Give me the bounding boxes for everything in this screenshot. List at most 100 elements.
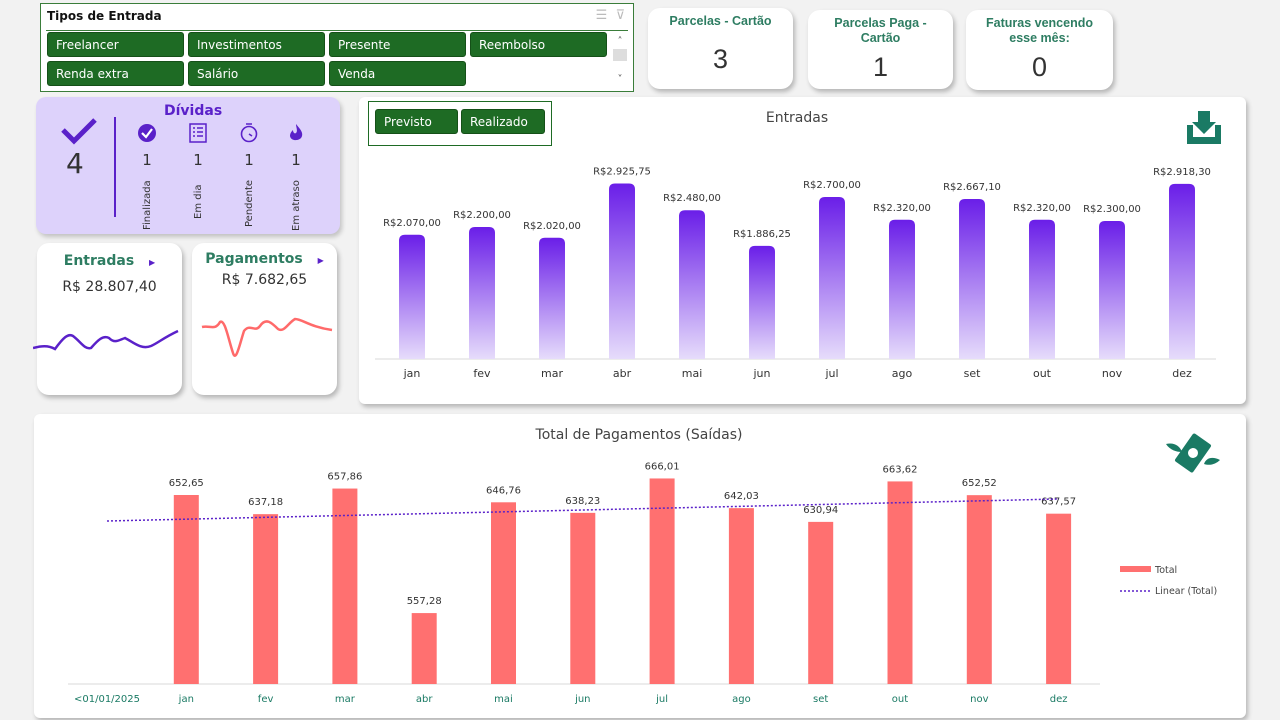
- tick-label: <01/01/2025: [74, 694, 140, 705]
- dividas-pendente: 1 Pendente: [234, 123, 264, 227]
- bar-nov: [966, 495, 992, 684]
- data-label: R$2.480,00: [663, 193, 721, 204]
- stopwatch-icon: [240, 123, 258, 143]
- entradas-card-amount: R$ 28.807,40: [62, 279, 157, 295]
- tick-label: set: [964, 367, 981, 380]
- data-label: 638,23: [565, 496, 600, 507]
- tick-label: fev: [258, 694, 274, 705]
- play-arrow-icon[interactable]: ▶: [317, 256, 324, 265]
- value: 1: [193, 151, 203, 169]
- multi-select-icon[interactable]: ☰: [595, 8, 608, 23]
- bar-set: [959, 198, 985, 359]
- bar-jan: [399, 234, 425, 359]
- bar-mar: [332, 488, 358, 684]
- data-label: R$2.200,00: [453, 210, 511, 221]
- legend-swatch-total: [1120, 566, 1151, 572]
- entradas-chart-panel: [359, 97, 1246, 404]
- data-label: R$2.700,00: [803, 180, 861, 191]
- data-label: 657,86: [327, 472, 362, 483]
- tick-label: jun: [574, 694, 590, 705]
- bar-jul: [649, 478, 675, 684]
- toggle-realizado[interactable]: Realizado: [461, 109, 545, 134]
- check-circle-icon: [138, 124, 156, 142]
- tick-label: mar: [335, 694, 356, 705]
- slicer-item-renda-extra[interactable]: Renda extra: [47, 61, 184, 86]
- value: 1: [291, 151, 301, 169]
- slicer-item-presente[interactable]: Presente: [329, 32, 466, 57]
- kpi-value: 0: [1031, 52, 1048, 82]
- kpi-value: 3: [712, 44, 729, 74]
- tick-label: jan: [403, 367, 421, 380]
- tick-label: jun: [753, 367, 771, 380]
- slicer-item-investimentos[interactable]: Investimentos: [188, 32, 325, 57]
- kpi-value: 1: [872, 52, 889, 82]
- data-label: 637,18: [248, 497, 283, 508]
- trendline: [106, 498, 1060, 522]
- tick-label: dez: [1050, 694, 1068, 705]
- data-label: 637,57: [1041, 497, 1076, 508]
- entradas-card[interactable]: Entradas ▶ R$ 28.807,40: [33, 243, 182, 395]
- tick-label: mai: [494, 694, 513, 705]
- bar-dez: [1046, 513, 1072, 684]
- tick-label: dez: [1172, 367, 1192, 380]
- dividas-total: 4: [66, 147, 84, 180]
- list-icon: [189, 123, 207, 143]
- data-label: 652,65: [169, 478, 204, 489]
- slicer-item-reembolso[interactable]: Reembolso: [470, 32, 607, 57]
- slicer-item-venda[interactable]: Venda: [329, 61, 466, 86]
- bar-mar: [539, 237, 565, 359]
- clear-filter-icon[interactable]: ⊽: [615, 8, 625, 23]
- bar-out: [1029, 219, 1055, 359]
- bar-jun: [749, 245, 775, 359]
- bar-nov: [1099, 221, 1125, 359]
- data-label: R$2.320,00: [1013, 203, 1071, 214]
- tick-label: nov: [970, 694, 988, 705]
- data-label: R$2.320,00: [873, 203, 931, 214]
- data-label: R$2.667,10: [943, 182, 1001, 193]
- bar-abr: [609, 183, 635, 359]
- data-label: R$2.070,00: [383, 218, 441, 229]
- pagamentos-card-title: Pagamentos: [205, 251, 303, 267]
- value: 1: [142, 151, 152, 169]
- bar-abr: [411, 613, 437, 684]
- bar-jul: [819, 197, 845, 359]
- legend-label: Linear (Total): [1155, 586, 1217, 597]
- slicer-item-salario[interactable]: Salário: [188, 61, 325, 86]
- bar-out: [887, 481, 913, 684]
- tick-label: jan: [178, 694, 194, 705]
- slicer-item-freelancer[interactable]: Freelancer: [47, 32, 184, 57]
- data-label: 652,52: [962, 478, 997, 489]
- tick-label: nov: [1102, 367, 1123, 380]
- pagamentos-card[interactable]: Pagamentos ▶ R$ 7.682,65: [192, 243, 337, 395]
- data-label: R$2.020,00: [523, 221, 581, 232]
- tick-label: mar: [541, 367, 563, 380]
- download-icon[interactable]: [1184, 107, 1224, 147]
- play-arrow-icon[interactable]: ▶: [149, 258, 156, 267]
- slicer-scrollbar[interactable]: ˄ ˅: [613, 36, 627, 86]
- bar-jun: [570, 512, 596, 684]
- tick-label: out: [892, 694, 908, 705]
- slicer-title: Tipos de Entrada: [47, 9, 162, 23]
- bar-mai: [491, 502, 516, 684]
- toggle-previsto[interactable]: Previsto: [375, 109, 458, 134]
- bar-dez: [1169, 183, 1195, 359]
- flying-money-icon: [1166, 433, 1220, 473]
- entradas-card-title: Entradas: [63, 253, 135, 269]
- kpi-parcelas-cartao: Parcelas - Cartão 3: [648, 8, 793, 89]
- legend-label: Total: [1154, 565, 1177, 576]
- kpi-parcelas-paga: Parcelas Paga - Cartão 1: [808, 10, 953, 89]
- bar-fev: [469, 227, 495, 359]
- bar-ago: [889, 219, 915, 359]
- data-label: 630,94: [803, 505, 838, 516]
- previsto-realizado-slicer: Previsto Realizado: [368, 101, 552, 146]
- tick-label: out: [1033, 367, 1052, 380]
- data-label: 646,76: [486, 485, 521, 496]
- bar-set: [808, 521, 834, 684]
- fire-icon: [290, 124, 303, 141]
- kpi-faturas-vencendo: Faturas vencendo esse mês: 0: [966, 10, 1113, 90]
- data-label: R$1.886,25: [733, 229, 791, 240]
- pagamentos-chart-panel: [34, 414, 1246, 718]
- bar-jan: [173, 495, 199, 684]
- pagamentos-sparkline: [201, 317, 333, 357]
